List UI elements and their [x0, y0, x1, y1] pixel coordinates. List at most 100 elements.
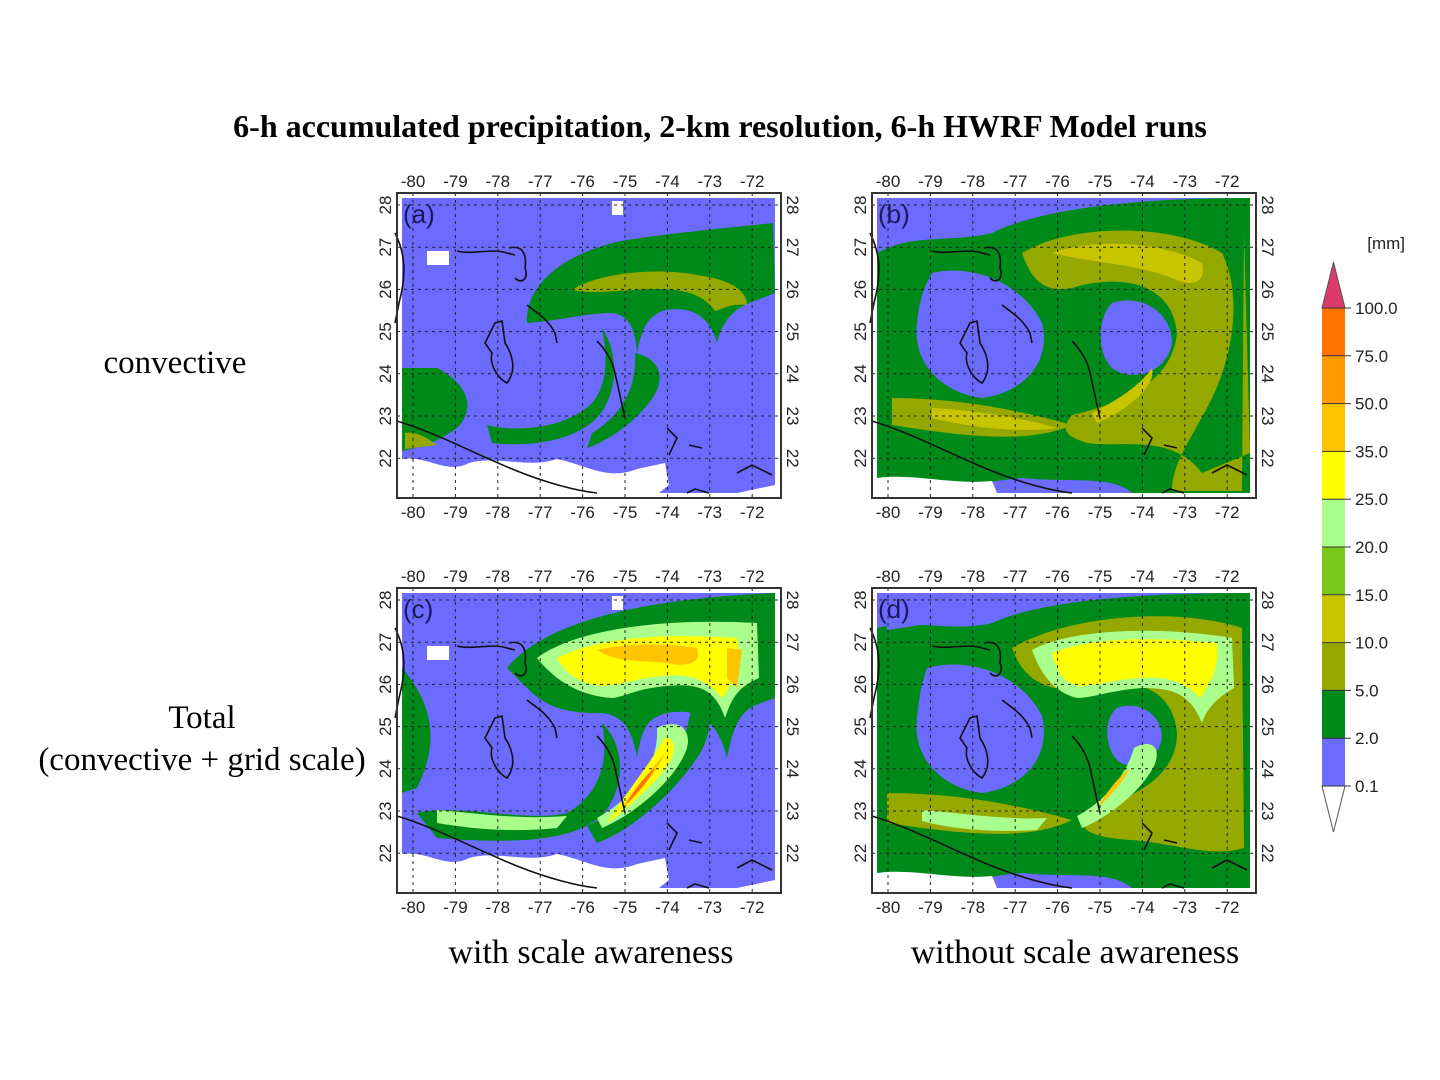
lat-tick-label-left: 24	[851, 759, 870, 778]
lon-tick-label-bottom: -75	[1088, 503, 1113, 522]
colorbar-band	[1322, 308, 1345, 356]
coastline	[456, 246, 527, 282]
precip-region	[1052, 639, 1218, 698]
lat-tick-label-right: 25	[783, 322, 802, 341]
lon-tick-label-bottom: -76	[570, 898, 595, 917]
lon-tick-label-bottom: -73	[1173, 503, 1198, 522]
lat-tick-label-right: 23	[783, 407, 802, 426]
map-frame	[871, 587, 1257, 894]
coastline	[959, 714, 989, 780]
lat-tick-label-right: 28	[1258, 591, 1277, 610]
map-panel-a: -80-80-79-79-78-78-77-77-76-76-75-75-74-…	[376, 172, 802, 522]
lon-tick-label-bottom: -80	[876, 503, 901, 522]
coastline	[1211, 859, 1248, 871]
coastline	[526, 304, 558, 344]
lon-tick-label-top: -80	[876, 567, 901, 586]
lon-tick-label-top: -72	[740, 567, 765, 586]
figure-title: 6-h accumulated precipitation, 2-km reso…	[233, 108, 1207, 144]
colorbar-max-triangle	[1321, 261, 1346, 309]
lat-tick-label-left: 27	[851, 238, 870, 257]
coastline	[1211, 464, 1248, 476]
lat-tick-label-left: 28	[376, 591, 395, 610]
lon-tick-label-bottom: -78	[961, 898, 986, 917]
colorbar-level-label: 0.1	[1355, 777, 1379, 796]
lon-tick-label-bottom: -79	[443, 898, 468, 917]
coastline	[736, 859, 773, 871]
lon-tick-label-bottom: -74	[655, 898, 680, 917]
precip-region	[922, 630, 1234, 831]
lon-tick-label-top: -79	[918, 172, 943, 191]
lat-tick-label-right: 22	[783, 449, 802, 468]
lon-tick-label-top: -73	[698, 567, 723, 586]
lon-tick-label-top: -78	[486, 172, 511, 191]
coastline	[484, 319, 514, 385]
coastline	[931, 641, 1002, 677]
lon-tick-label-top: -74	[655, 172, 680, 191]
lon-tick-label-bottom: -74	[1130, 898, 1155, 917]
coastline	[959, 319, 989, 385]
colorbar-band	[1322, 547, 1345, 595]
lat-tick-label-left: 27	[851, 633, 870, 652]
colorbar-unit: [mm]	[1367, 234, 1405, 253]
panel-label: (c)	[403, 594, 433, 624]
coastline	[394, 627, 405, 719]
precip-region	[597, 644, 742, 810]
colorbar-band	[1322, 594, 1345, 643]
coastline	[596, 735, 626, 814]
colorbar-band	[1322, 355, 1345, 404]
map-frame	[396, 192, 782, 499]
lat-tick-label-left: 23	[376, 802, 395, 821]
lat-tick-label-left: 28	[851, 196, 870, 215]
coastline	[1141, 822, 1178, 851]
lon-tick-label-top: -73	[1173, 567, 1198, 586]
lon-tick-label-bottom: -73	[698, 898, 723, 917]
lat-tick-label-left: 24	[376, 364, 395, 383]
lon-tick-label-top: -76	[570, 567, 595, 586]
lat-tick-label-left: 25	[376, 717, 395, 736]
lon-tick-label-bottom: -77	[1003, 898, 1028, 917]
lat-tick-label-left: 23	[851, 802, 870, 821]
precip-region	[572, 271, 747, 311]
lon-tick-label-bottom: -75	[613, 898, 638, 917]
lon-tick-label-bottom: -80	[401, 898, 426, 917]
lat-tick-label-left: 24	[851, 364, 870, 383]
precip-region	[557, 636, 739, 823]
lon-tick-label-top: -79	[443, 172, 468, 191]
precip-region	[877, 871, 997, 888]
lon-tick-label-top: -77	[528, 567, 553, 586]
lon-tick-label-bottom: -78	[486, 898, 511, 917]
lon-tick-label-top: -76	[570, 172, 595, 191]
coastline	[686, 488, 710, 494]
lat-tick-label-left: 22	[851, 844, 870, 863]
lon-tick-label-bottom: -75	[1088, 898, 1113, 917]
coastline	[394, 232, 405, 324]
lon-tick-label-top: -75	[1088, 567, 1113, 586]
lat-tick-label-left: 25	[851, 322, 870, 341]
colorbar-level-label: 35.0	[1355, 442, 1388, 461]
lat-tick-label-right: 26	[783, 280, 802, 299]
lat-tick-label-right: 24	[783, 364, 802, 383]
lat-tick-label-right: 25	[1258, 322, 1277, 341]
lon-tick-label-top: -74	[1130, 567, 1155, 586]
lon-tick-label-top: -77	[1003, 172, 1028, 191]
coastline	[484, 714, 514, 780]
colorbar-level-label: 20.0	[1355, 538, 1388, 557]
lon-tick-label-bottom: -77	[528, 503, 553, 522]
lon-tick-label-top: -75	[1088, 172, 1113, 191]
lon-tick-label-bottom: -73	[1173, 898, 1198, 917]
coastline	[871, 815, 1073, 889]
lon-tick-label-top: -74	[1130, 172, 1155, 191]
lon-tick-label-top: -76	[1045, 172, 1070, 191]
lon-tick-label-bottom: -74	[655, 503, 680, 522]
lon-tick-label-top: -78	[486, 567, 511, 586]
precip-region	[932, 243, 1203, 430]
colorbar-level-label: 50.0	[1355, 395, 1388, 414]
lon-tick-label-top: -72	[740, 172, 765, 191]
lon-tick-label-top: -72	[1215, 172, 1240, 191]
coastline	[1161, 488, 1185, 494]
lat-tick-label-left: 23	[851, 407, 870, 426]
colorbar-level-label: 75.0	[1355, 347, 1388, 366]
lat-tick-label-left: 25	[851, 717, 870, 736]
row-label-total-sub: (convective + grid scale)	[38, 742, 366, 778]
row-label-convective: convective	[103, 345, 247, 381]
